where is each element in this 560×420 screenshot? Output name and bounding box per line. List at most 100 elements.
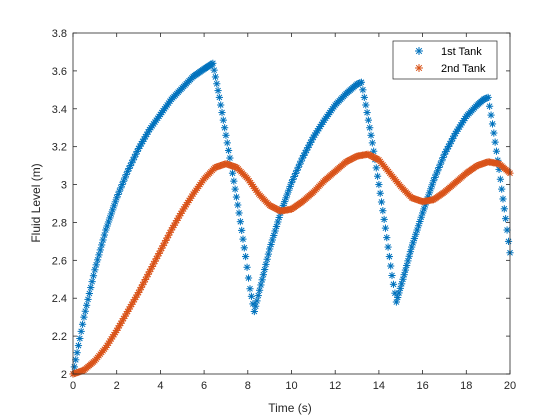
data-point bbox=[488, 120, 497, 128]
data-point bbox=[253, 297, 261, 305]
series-1st-tank bbox=[69, 59, 514, 378]
data-point bbox=[130, 296, 139, 304]
x-tick-label: 20 bbox=[504, 380, 516, 392]
data-point bbox=[373, 172, 382, 180]
data-point bbox=[218, 108, 226, 117]
y-tick-label: 3.4 bbox=[52, 104, 67, 116]
data-point bbox=[291, 169, 300, 178]
legend-label-1st-tank: 1st Tank bbox=[441, 46, 482, 58]
y-tick-label: 3.6 bbox=[52, 66, 67, 78]
legend-asterisk bbox=[415, 47, 423, 55]
data-point bbox=[384, 243, 392, 251]
data-point bbox=[73, 349, 81, 357]
data-point bbox=[484, 93, 492, 102]
data-point bbox=[372, 164, 380, 172]
data-point bbox=[504, 237, 513, 245]
y-tick-label: 2.6 bbox=[52, 255, 67, 267]
data-point bbox=[503, 226, 511, 234]
data-point bbox=[396, 284, 404, 292]
data-point bbox=[104, 218, 113, 226]
x-axis-title: Time (s) bbox=[268, 401, 312, 415]
data-point bbox=[230, 177, 238, 185]
data-point bbox=[405, 252, 413, 260]
legend-label-2nd-tank: 2nd Tank bbox=[441, 63, 486, 75]
data-point bbox=[240, 244, 248, 252]
data-point bbox=[224, 146, 233, 155]
data-point bbox=[74, 341, 83, 350]
data-point bbox=[357, 78, 366, 86]
data-point bbox=[98, 241, 106, 249]
data-point bbox=[381, 224, 390, 232]
data-point bbox=[362, 101, 370, 109]
x-tick-label: 2 bbox=[114, 380, 120, 392]
data-point bbox=[498, 185, 506, 193]
y-tick-label: 3.2 bbox=[52, 142, 67, 154]
data-point bbox=[264, 250, 273, 258]
data-point bbox=[401, 266, 410, 274]
y-tick-label: 2.4 bbox=[52, 293, 67, 305]
data-point bbox=[257, 281, 265, 289]
data-point bbox=[367, 131, 375, 139]
data-point bbox=[213, 80, 221, 88]
data-point bbox=[246, 285, 254, 293]
data-point bbox=[95, 251, 103, 259]
data-point bbox=[258, 276, 266, 284]
data-point bbox=[254, 291, 262, 300]
data-point bbox=[400, 271, 408, 279]
data-point bbox=[383, 234, 391, 242]
legend-asterisk bbox=[415, 64, 423, 72]
data-point bbox=[72, 356, 80, 364]
plot-background bbox=[73, 33, 510, 374]
data-point bbox=[81, 307, 89, 315]
axes bbox=[72, 32, 511, 375]
x-tick-label: 4 bbox=[157, 380, 163, 392]
data-point bbox=[88, 278, 96, 286]
x-tick-label: 18 bbox=[460, 380, 472, 392]
data-point bbox=[238, 226, 246, 235]
data-point bbox=[406, 248, 415, 256]
data-point bbox=[486, 102, 494, 110]
data-point bbox=[491, 138, 499, 146]
data-point bbox=[217, 101, 225, 109]
data-point bbox=[102, 226, 110, 234]
data-point bbox=[389, 280, 398, 288]
data-point bbox=[91, 266, 99, 274]
data-point bbox=[375, 180, 383, 189]
x-tick-label: 10 bbox=[285, 380, 297, 392]
data-point bbox=[502, 215, 510, 223]
data-point bbox=[398, 280, 406, 288]
data-point bbox=[359, 86, 367, 94]
data-point bbox=[388, 271, 396, 280]
data-point bbox=[399, 275, 407, 283]
data-point bbox=[96, 246, 104, 254]
data-point bbox=[236, 218, 244, 226]
data-point bbox=[234, 201, 242, 209]
data-point bbox=[244, 274, 253, 282]
data-point bbox=[226, 154, 234, 162]
data-point bbox=[221, 124, 229, 132]
data-point bbox=[247, 292, 256, 300]
data-point bbox=[385, 252, 393, 261]
data-point bbox=[263, 255, 271, 263]
data-point bbox=[214, 86, 222, 95]
data-point bbox=[222, 131, 230, 139]
data-point bbox=[223, 139, 231, 147]
y-tick-label: 2 bbox=[61, 369, 67, 381]
data-point bbox=[85, 289, 93, 298]
data-point bbox=[219, 116, 227, 124]
data-point bbox=[89, 272, 98, 280]
x-tick-label: 12 bbox=[329, 380, 341, 392]
data-point bbox=[80, 313, 88, 321]
data-point bbox=[496, 175, 504, 183]
data-point bbox=[395, 289, 403, 297]
data-point bbox=[500, 205, 508, 213]
data-point bbox=[499, 195, 507, 203]
data-point bbox=[259, 271, 268, 279]
legend-marker-2nd-tank bbox=[415, 64, 423, 72]
data-point bbox=[380, 215, 388, 224]
x-tick-label: 16 bbox=[416, 380, 428, 392]
data-point bbox=[492, 147, 501, 155]
data-point bbox=[377, 198, 386, 206]
data-point bbox=[368, 139, 376, 147]
